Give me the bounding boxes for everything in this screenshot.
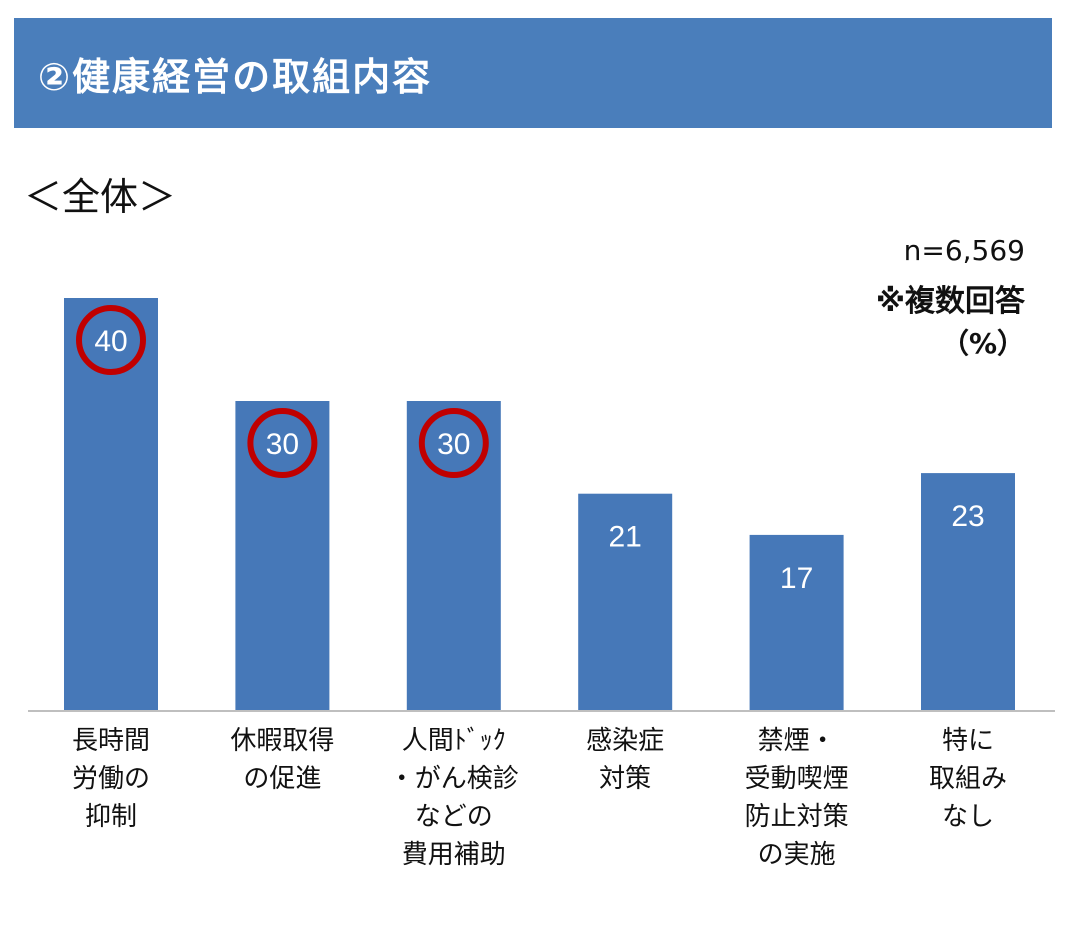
data-label-4: 17 [780,562,813,595]
highlight-ring-1 [247,408,318,478]
category-label-2: 人間ﾄﾞｯｸ ・がん検診 などの 費用補助 [388,726,519,870]
data-label-3: 21 [609,521,642,554]
bar-4 [749,534,844,710]
highlight-ring-2 [418,408,489,478]
bar-0 [64,298,158,710]
data-label-1: 30 [266,428,299,461]
bar-5 [921,473,1015,710]
data-label-0: 40 [94,325,127,358]
multiple-answer-note: ※複数回答 [875,284,1025,319]
category-label-0: 長時間 労働の 抑制 [71,726,150,832]
data-label-2: 30 [437,428,470,461]
category-label-5: 特に 取組み なし [928,726,1007,832]
category-label-4: 禁煙・ 受動喫煙 防止対策 の実施 [744,726,849,870]
category-label-3: 感染症 対策 [586,726,665,794]
category-label-1: 休暇取得 の促進 [230,726,335,794]
highlight-ring-0 [76,305,146,375]
unit-note: （%） [940,327,1025,360]
bar-3 [578,493,673,710]
sample-size-note: n=6,569 [903,234,1025,267]
data-label-5: 23 [951,500,984,533]
page-title: ②健康経営の取組内容 [38,55,433,99]
chart-subtitle: ＜全体＞ [24,175,177,219]
title-banner: ②健康経営の取組内容 [14,18,1052,128]
